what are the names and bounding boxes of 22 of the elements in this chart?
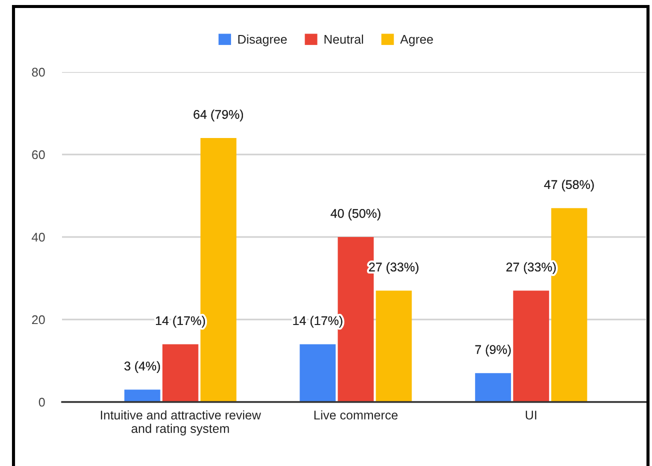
x-tick-label: Live commerce [314, 410, 398, 420]
bar [124, 390, 160, 402]
x-tick-label: Intuitive and attractive review and rating system [100, 410, 262, 436]
x-tick-label: UI [526, 410, 536, 420]
data-label: 7 (9%) [475, 344, 511, 356]
data-label: 47 (58%) [544, 180, 594, 192]
y-tick-label: 0 [38, 398, 45, 407]
y-tick-label: 80 [32, 68, 45, 77]
data-label: 64 (79%) [194, 110, 244, 122]
y-tick-label: 20 [32, 315, 45, 324]
bar [376, 290, 412, 402]
data-label: 40 (50%) [330, 208, 380, 220]
data-label: 3 (4%) [124, 361, 160, 373]
legend-label: Neutral [324, 34, 364, 44]
legend-label: Disagree [238, 34, 287, 46]
bar [475, 373, 512, 402]
y-tick-label: 40 [32, 232, 45, 242]
legend-label: Agree [400, 35, 433, 46]
bar [513, 290, 550, 402]
y-tick-label: 60 [32, 150, 45, 160]
bar [162, 344, 198, 402]
bar [300, 344, 336, 402]
